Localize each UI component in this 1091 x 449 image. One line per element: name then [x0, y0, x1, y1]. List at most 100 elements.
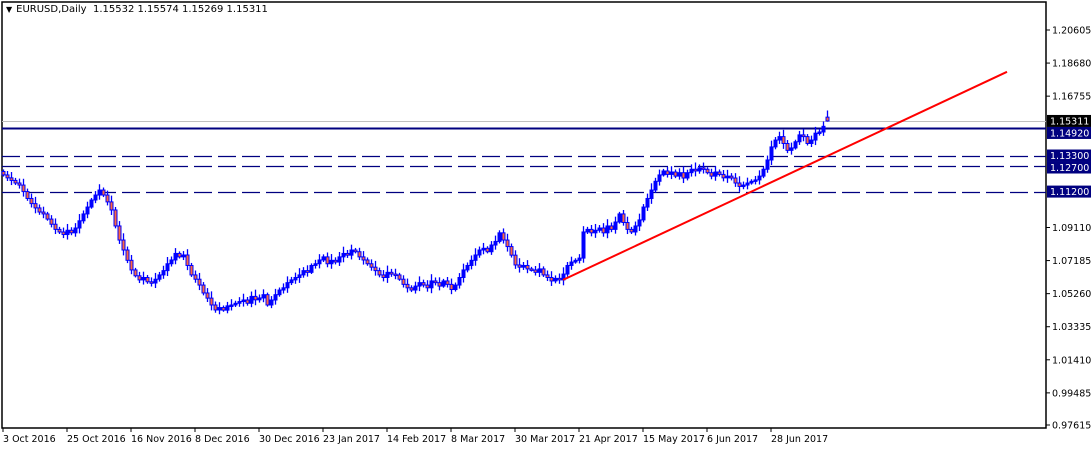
- candle-body: [685, 172, 690, 179]
- candle-body: [81, 213, 86, 222]
- candle-body: [93, 194, 98, 201]
- candle-body: [785, 142, 790, 151]
- candle: [777, 131, 782, 144]
- candle-body: [513, 254, 518, 266]
- candle-body: [313, 263, 318, 266]
- candle: [757, 170, 762, 185]
- candle: [765, 155, 770, 173]
- candle: [209, 291, 214, 311]
- candle: [369, 259, 374, 271]
- candle-body: [505, 239, 510, 248]
- dropdown-triangle-icon[interactable]: ▼: [6, 5, 13, 14]
- candle: [793, 139, 798, 150]
- candle: [1, 169, 6, 177]
- candle-body: [409, 287, 414, 291]
- candle: [109, 195, 114, 215]
- candle-body: [385, 271, 390, 278]
- candle-body: [169, 259, 174, 265]
- candle-body: [633, 225, 638, 233]
- candle-body: [221, 307, 226, 311]
- candle-body: [697, 167, 702, 172]
- level-price-label-bg: [1047, 149, 1091, 162]
- candle-body: [441, 280, 446, 287]
- candle: [597, 225, 602, 233]
- candle-body: [249, 295, 254, 304]
- candle: [165, 257, 170, 277]
- candle-body: [481, 247, 486, 251]
- candle: [213, 301, 218, 313]
- x-tick-label: 30 Mar 2017: [515, 434, 575, 445]
- candle: [21, 178, 26, 197]
- bid-price-label: 1.15311: [1050, 116, 1089, 127]
- candle-body: [617, 213, 622, 223]
- level-price-label: 1.14920: [1050, 128, 1089, 139]
- candle-body: [157, 274, 162, 280]
- candle: [797, 130, 802, 145]
- candle: [801, 129, 806, 142]
- candle-body: [729, 175, 734, 179]
- candle: [421, 279, 426, 288]
- candle-body: [405, 283, 410, 289]
- candle: [433, 277, 438, 286]
- candle: [57, 226, 62, 234]
- candle: [501, 228, 506, 244]
- candle: [249, 291, 254, 308]
- candle: [677, 168, 682, 180]
- chart-title: ▼ EURUSD,Daily 1.15532 1.15574 1.15269 1.…: [4, 4, 270, 16]
- candle-body: [761, 168, 766, 177]
- candle: [385, 265, 390, 283]
- candle: [265, 292, 270, 307]
- candle: [509, 243, 514, 258]
- candle-body: [649, 189, 654, 199]
- candle: [481, 242, 486, 255]
- y-tick-label: 1.20605: [1052, 26, 1091, 37]
- x-tick-label: 14 Feb 2017: [387, 434, 446, 445]
- candle-body: [37, 207, 42, 213]
- candle-body: [65, 229, 70, 236]
- candle-body: [237, 301, 242, 304]
- candle-body: [581, 231, 586, 259]
- candle-body: [133, 269, 138, 277]
- candle-body: [533, 269, 538, 273]
- candle-body: [733, 177, 738, 184]
- candle-body: [693, 168, 698, 172]
- candle-body: [609, 225, 614, 230]
- candle: [293, 272, 298, 284]
- candle-body: [277, 289, 282, 296]
- candle-body: [193, 274, 198, 280]
- candle: [185, 249, 190, 271]
- candle-body: [101, 189, 106, 196]
- candle-body: [401, 278, 406, 285]
- x-tick-label: 28 Jun 2017: [771, 434, 828, 445]
- candle: [601, 223, 606, 237]
- candle: [289, 276, 294, 286]
- candle: [145, 274, 150, 284]
- candle-body: [41, 211, 46, 215]
- candle: [709, 168, 714, 180]
- candle-body: [225, 305, 230, 311]
- candle: [649, 183, 654, 204]
- candle: [569, 256, 574, 270]
- candle-body: [493, 240, 498, 246]
- candle: [769, 140, 774, 166]
- candle: [593, 223, 598, 238]
- candle-body: [709, 172, 714, 177]
- candle-body: [749, 180, 754, 184]
- candle: [33, 196, 38, 214]
- candle-body: [565, 264, 570, 275]
- candle-body: [677, 172, 682, 177]
- candle-body: [425, 284, 430, 289]
- candle: [353, 247, 358, 254]
- trendline: [562, 70, 1008, 281]
- candle-body: [669, 171, 674, 175]
- candle-body: [353, 249, 358, 253]
- candle: [453, 282, 458, 292]
- candle: [393, 268, 398, 280]
- candle-body: [705, 168, 710, 174]
- candle-body: [209, 297, 214, 306]
- candle-body: [473, 254, 478, 261]
- y-tick-label: 1.01410: [1052, 355, 1091, 366]
- candle-body: [517, 264, 522, 268]
- candle-body: [629, 228, 634, 233]
